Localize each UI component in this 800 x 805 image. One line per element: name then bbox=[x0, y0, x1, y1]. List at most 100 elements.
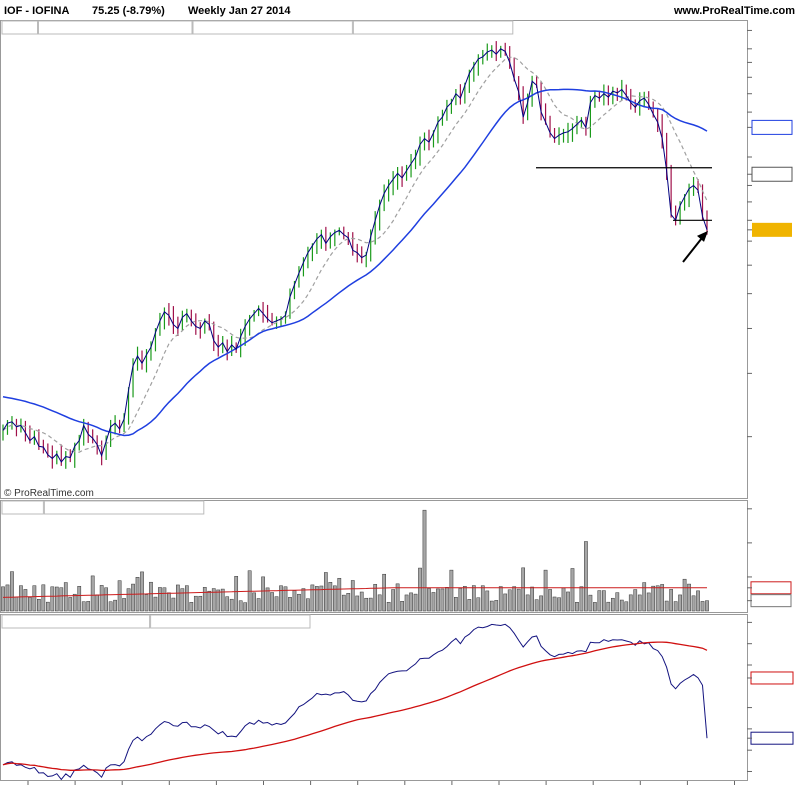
volume-bar bbox=[655, 585, 660, 612]
volume-bar bbox=[637, 594, 642, 612]
legends bbox=[1, 20, 514, 629]
volume-bar bbox=[72, 593, 77, 612]
volume-bar bbox=[480, 585, 485, 612]
volume-bar bbox=[418, 567, 422, 612]
volume-bar bbox=[176, 584, 180, 612]
volume-bar bbox=[566, 591, 570, 612]
rs-panel-frame bbox=[0, 614, 748, 781]
volume-bar bbox=[530, 586, 534, 612]
volume-bar bbox=[498, 586, 503, 612]
rs-panel bbox=[2, 621, 794, 781]
price-legend-box bbox=[38, 20, 193, 35]
volume-bar bbox=[431, 592, 436, 612]
volume-bar bbox=[449, 569, 454, 612]
volume-bar bbox=[525, 594, 530, 612]
volume-bar bbox=[324, 572, 328, 612]
volume-bar bbox=[202, 587, 207, 612]
volume-bar bbox=[628, 594, 633, 612]
volume-bar bbox=[113, 599, 117, 612]
volume-bar bbox=[274, 596, 279, 612]
rs-legend-box bbox=[150, 614, 311, 629]
volume-bar bbox=[391, 589, 395, 612]
volume-bar bbox=[413, 593, 418, 612]
volume-bar bbox=[346, 593, 351, 612]
volume-bar bbox=[575, 601, 579, 612]
volume-bar bbox=[440, 588, 445, 612]
volume-bar bbox=[588, 594, 593, 612]
volume-bar bbox=[1, 586, 5, 612]
volume-bar bbox=[373, 584, 378, 612]
volume-bar bbox=[463, 586, 467, 612]
volume-bar bbox=[606, 601, 611, 612]
x-axis bbox=[27, 781, 735, 785]
volume-bar bbox=[341, 594, 346, 612]
volume-bar bbox=[28, 597, 32, 612]
annotation-arrowhead bbox=[697, 230, 708, 242]
quote-text: 75.25 (-8.79%) bbox=[92, 5, 165, 17]
volume-bar bbox=[471, 585, 476, 612]
period-date: Weekly Jan 27 2014 bbox=[188, 5, 291, 17]
volume-bar bbox=[557, 597, 561, 612]
volume-bar bbox=[584, 541, 588, 612]
volume-bar bbox=[59, 587, 64, 612]
volume-bar bbox=[597, 590, 602, 612]
volume-bar bbox=[332, 585, 337, 612]
volume-bar bbox=[646, 592, 651, 612]
volume-bar bbox=[144, 594, 149, 612]
volume-bar bbox=[673, 601, 678, 612]
watermark: © ProRealTime.com bbox=[4, 488, 94, 499]
volume-bar bbox=[54, 586, 59, 612]
volume-bar bbox=[95, 594, 100, 612]
volume-bar bbox=[507, 589, 512, 612]
volume-bar bbox=[261, 576, 265, 612]
rs-legend-box bbox=[1, 614, 151, 629]
volume-bar bbox=[10, 571, 14, 612]
volume-bar bbox=[700, 601, 705, 612]
volume-bar bbox=[283, 586, 288, 612]
volume-bar bbox=[503, 593, 508, 612]
volume-bar bbox=[454, 597, 458, 612]
header-bar: IOF - IOFINA 75.25 (-8.79%) Weekly Jan 2… bbox=[4, 5, 795, 17]
volume-bar bbox=[467, 599, 472, 612]
volume-bar bbox=[256, 598, 261, 612]
volume-bar bbox=[162, 587, 167, 612]
volume-bar bbox=[445, 587, 449, 612]
volume-bar bbox=[41, 584, 46, 612]
volume-bar bbox=[104, 587, 108, 612]
volume-bar bbox=[86, 601, 91, 612]
volume-bar bbox=[14, 596, 19, 612]
volume-bar bbox=[45, 601, 50, 612]
volume-bar bbox=[610, 597, 615, 612]
volume-bar bbox=[315, 586, 319, 612]
volume-bar bbox=[252, 592, 256, 612]
volume-bar bbox=[593, 602, 597, 612]
price-panel-frame bbox=[0, 20, 748, 499]
volume-legend-box bbox=[1, 500, 44, 515]
volume-bar bbox=[404, 594, 409, 612]
site-url[interactable]: www.ProRealTime.com bbox=[673, 5, 795, 17]
volume-bar bbox=[50, 586, 55, 612]
volume-bar bbox=[216, 589, 221, 612]
price-panel bbox=[2, 29, 793, 469]
volume-bar bbox=[669, 589, 673, 612]
volume-bar bbox=[364, 597, 369, 612]
volume-bar bbox=[633, 589, 638, 612]
volume-bar bbox=[63, 582, 68, 612]
volume-bar bbox=[279, 585, 283, 612]
volume-bar bbox=[19, 585, 23, 612]
volume-bar bbox=[328, 582, 333, 612]
symbol-title: IOF - IOFINA bbox=[4, 5, 69, 17]
volume-bar bbox=[310, 584, 315, 612]
volume-bar bbox=[516, 588, 521, 612]
ma10-line bbox=[2, 56, 708, 453]
volume-bar bbox=[5, 584, 10, 612]
volume-bar bbox=[337, 577, 342, 612]
volume-bar bbox=[220, 588, 225, 612]
volume-bar bbox=[117, 580, 122, 612]
volume-bar bbox=[297, 593, 301, 612]
volume-bar bbox=[131, 583, 135, 612]
rs-line bbox=[2, 623, 708, 781]
volume-bar bbox=[682, 578, 687, 612]
volume-bar bbox=[651, 585, 656, 612]
